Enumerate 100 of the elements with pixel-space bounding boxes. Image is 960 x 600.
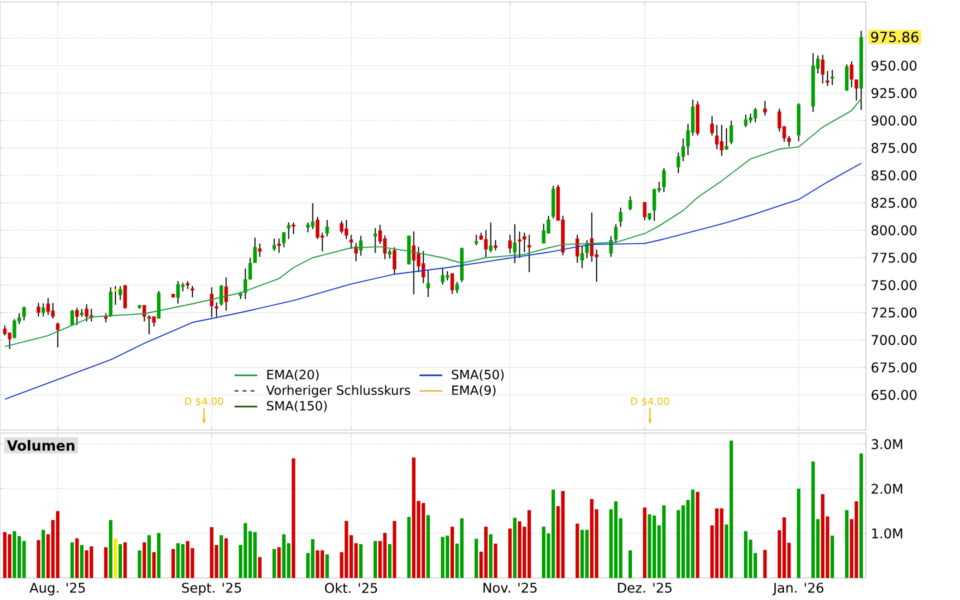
bar [157, 532, 160, 578]
x-tick-label: Sept. '25 [182, 582, 241, 596]
candlestick [820, 54, 824, 84]
candlestick [56, 322, 60, 348]
candlestick [854, 79, 858, 102]
line-series [4, 98, 862, 348]
bar [114, 538, 118, 578]
candlestick [488, 222, 493, 253]
candlestick [190, 285, 194, 298]
bar [696, 492, 700, 578]
y-tick-label: 700.00 [872, 334, 916, 346]
bar [513, 518, 517, 578]
bar [42, 530, 46, 578]
bar [325, 554, 329, 578]
bar [70, 542, 74, 578]
bar [224, 538, 228, 578]
candlestick [224, 276, 228, 312]
candlestick [388, 248, 392, 260]
bar [104, 547, 108, 578]
bar [75, 538, 79, 578]
candlestick [354, 242, 358, 262]
candlestick [580, 246, 584, 269]
x-tick-label: Dez. '25 [618, 582, 672, 593]
bar [108, 520, 112, 578]
bar [388, 544, 392, 578]
candlestick [286, 222, 290, 240]
candlestick [522, 232, 526, 253]
y-tick-label: 875.00 [872, 142, 916, 153]
y-tick-label: 750.00 [872, 280, 916, 290]
bar [576, 524, 580, 578]
x-tick-label: Aug. '25 [30, 582, 85, 596]
bar [118, 544, 122, 578]
bar [258, 557, 262, 578]
candlestick [844, 64, 849, 92]
candlestick [763, 100, 767, 116]
bar [80, 544, 84, 578]
candlestick [108, 286, 112, 318]
y-tick-label: 925.00 [872, 88, 916, 98]
y-tick-label: 950.00 [872, 60, 916, 71]
candlestick [36, 302, 40, 318]
y-tick-label: 1.0M [872, 528, 902, 538]
bar [272, 548, 276, 578]
bar [138, 550, 142, 578]
bar [628, 550, 632, 578]
candlestick [258, 243, 262, 258]
candlestick [662, 168, 666, 193]
candlestick [210, 286, 214, 318]
candlestick [282, 232, 286, 248]
candlestick [518, 231, 522, 258]
bar [830, 536, 834, 578]
y-tick-label: 2.0M [872, 484, 902, 494]
bar [123, 542, 127, 578]
candlestick [576, 234, 580, 264]
x-tick-label: Okt. '25 [324, 582, 378, 594]
text: 975.86 [871, 32, 918, 42]
candlestick [826, 70, 830, 87]
bar [407, 516, 411, 578]
y-tick-label: 675.00 [872, 362, 916, 372]
candlestick [642, 202, 646, 221]
bar [277, 547, 281, 578]
candlestick [730, 120, 734, 145]
annotation: EMA(9) [452, 385, 496, 396]
bar [642, 508, 646, 578]
candlestick [253, 237, 257, 264]
candlestick [513, 224, 517, 264]
candlestick [325, 219, 329, 237]
bar [426, 515, 430, 578]
candlestick [272, 238, 276, 252]
annotation: D $4.00 [185, 397, 224, 406]
bar [845, 510, 848, 578]
y-tick-label: 775.00 [872, 252, 916, 263]
candlestick [628, 196, 632, 211]
x-tick-label: Jan. '26 [772, 582, 824, 596]
candlestick [42, 302, 46, 318]
candlestick [850, 60, 854, 88]
y-tick-label: 650.00 [872, 390, 916, 400]
y-tick-label: 850.00 [872, 170, 916, 180]
bar [142, 542, 146, 578]
bar [508, 528, 512, 578]
candlestick [214, 302, 218, 318]
y-tick-label: 825.00 [872, 198, 916, 208]
candlestick [527, 234, 532, 273]
candlestick [75, 307, 79, 326]
candlestick [118, 285, 122, 300]
candlestick [104, 312, 108, 323]
bar [171, 548, 175, 578]
candlestick [392, 246, 396, 274]
candlestick [724, 128, 728, 150]
bar [859, 454, 863, 578]
legend-label: EMA(20) [267, 370, 319, 381]
candlestick [349, 234, 354, 250]
candlestick [220, 284, 224, 306]
bar [763, 550, 767, 578]
annotation: D $4.00 [631, 397, 670, 406]
annotation: SMA(150) [266, 400, 327, 412]
candlestick [123, 284, 127, 310]
x-tick-label: Nov. '25 [484, 582, 537, 593]
bar [450, 526, 454, 578]
candlestick [426, 270, 430, 298]
y-tick-label: 3.0M [872, 439, 902, 450]
